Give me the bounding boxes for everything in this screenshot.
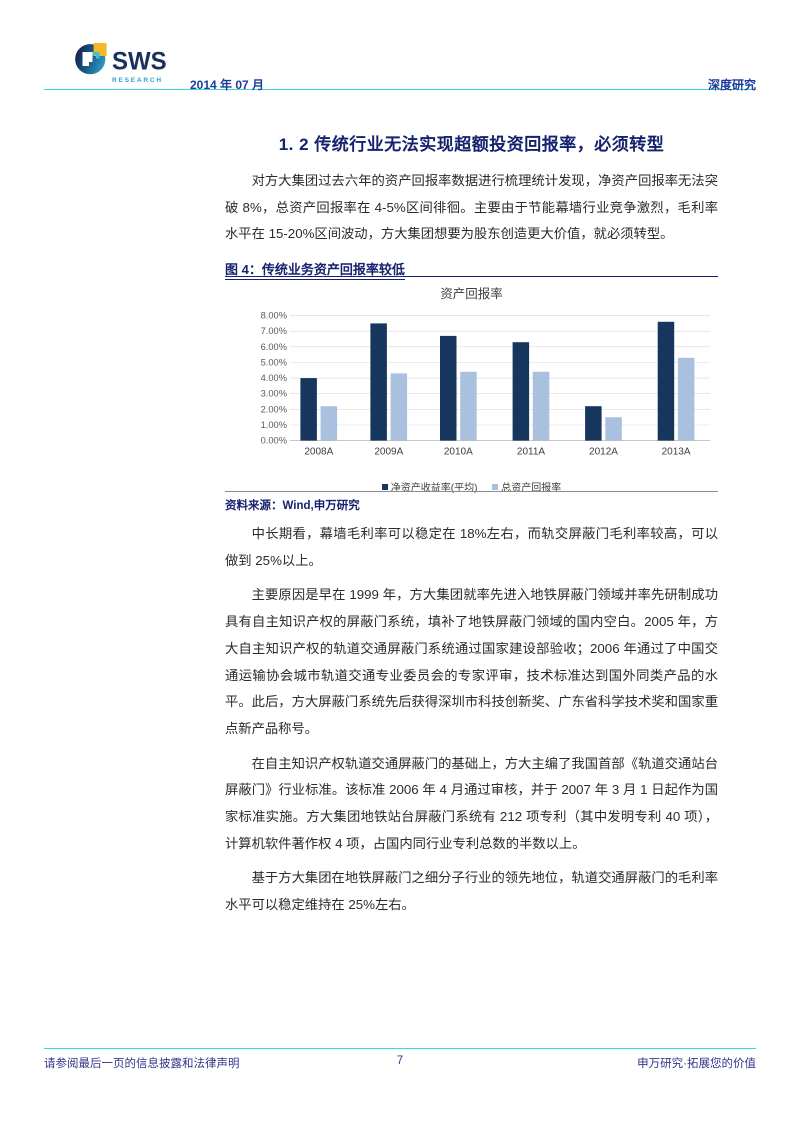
svg-text:2013A: 2013A <box>662 447 691 458</box>
svg-text:5.00%: 5.00% <box>261 358 287 368</box>
svg-text:2.00%: 2.00% <box>261 404 287 414</box>
svg-text:3.00%: 3.00% <box>261 389 287 399</box>
svg-text:4.00%: 4.00% <box>261 373 287 383</box>
svg-text:8.00%: 8.00% <box>261 311 287 321</box>
svg-text:2008A: 2008A <box>304 447 333 458</box>
svg-text:1.00%: 1.00% <box>261 420 287 430</box>
svg-text:0.00%: 0.00% <box>261 436 287 446</box>
svg-text:2012A: 2012A <box>589 447 618 458</box>
svg-text:2011A: 2011A <box>517 447 546 458</box>
svg-text:6.00%: 6.00% <box>261 342 287 352</box>
svg-text:2009A: 2009A <box>374 447 403 458</box>
svg-text:2010A: 2010A <box>444 447 473 458</box>
svg-text:7.00%: 7.00% <box>261 326 287 336</box>
